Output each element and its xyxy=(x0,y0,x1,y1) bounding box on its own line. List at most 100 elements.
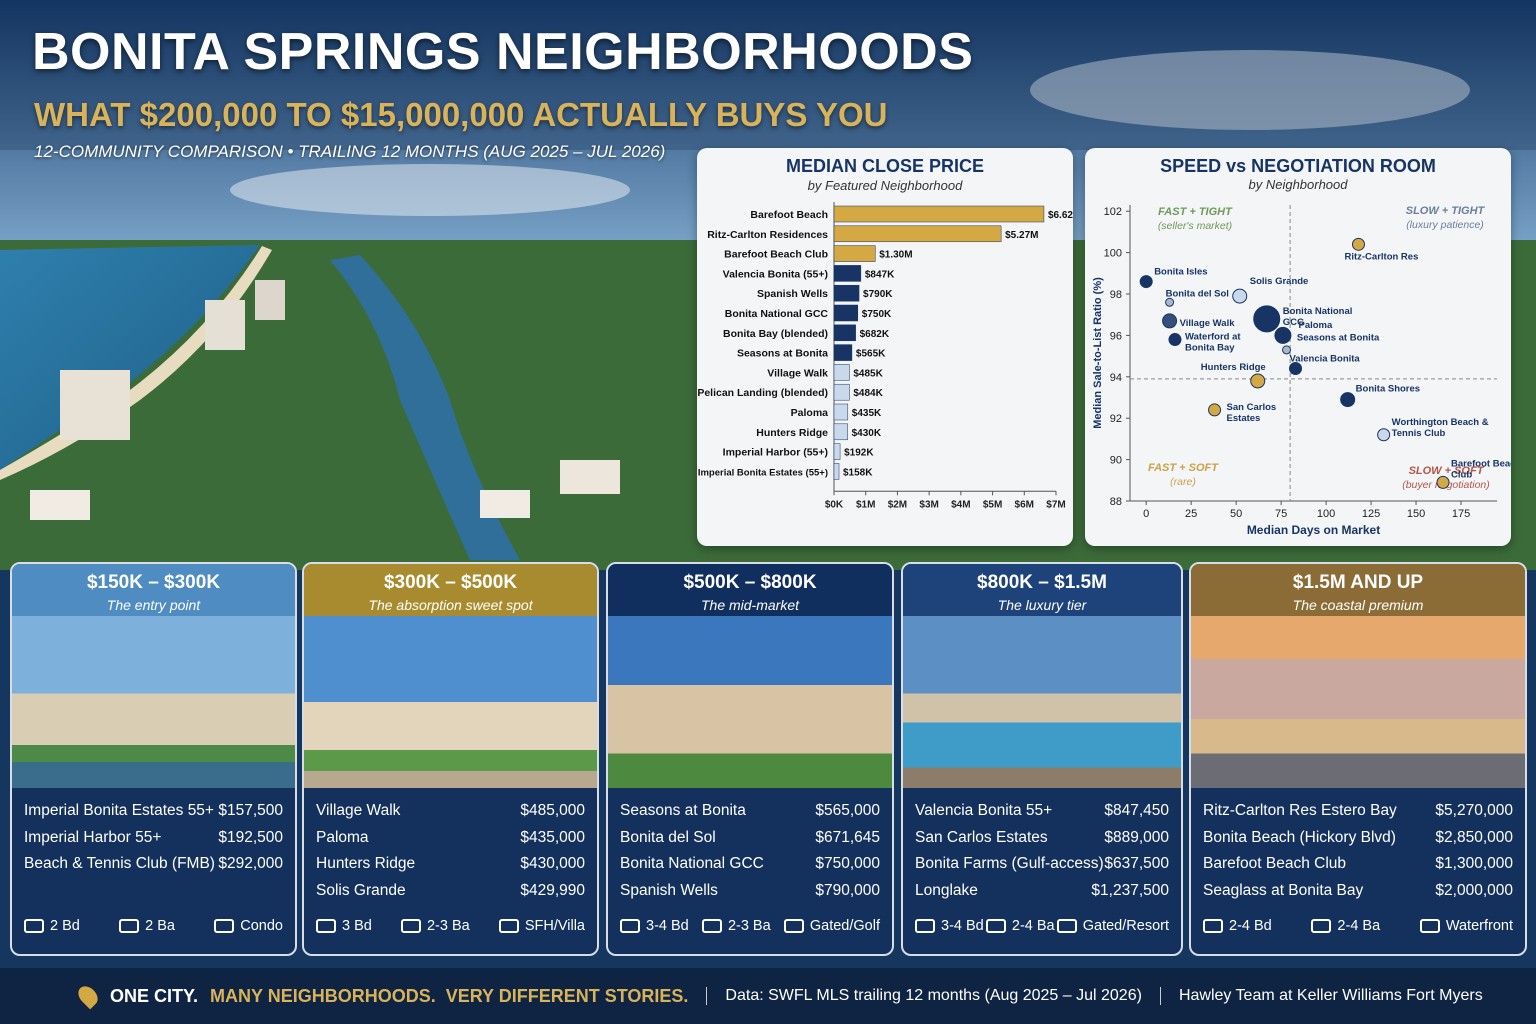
feature-icon xyxy=(1056,919,1077,933)
feature: Condo xyxy=(214,918,283,934)
point-label: Waterford at Bonita Bay xyxy=(1185,332,1241,354)
feature-icon xyxy=(915,919,935,933)
listing-price: $671,645 xyxy=(815,828,880,846)
listing-list: Valencia Bonita 55+ $847,450 San Carlos Es… xyxy=(903,788,1181,904)
card-photo xyxy=(12,616,295,788)
category-label: Paloma xyxy=(791,407,829,419)
bar xyxy=(833,364,850,381)
listing-name: Imperial Bonita Estates 55+ xyxy=(24,802,214,820)
point-label: San Carlos Estates xyxy=(1227,402,1277,424)
listing-row: Ritz-Carlton Res Estero Bay $5,270,000 xyxy=(1203,798,1513,825)
listing-list: Seasons at Bonita $565,000 Bonita del Sol $… xyxy=(608,788,892,904)
y-tick-label: 88 xyxy=(1110,496,1122,508)
listing-row: Seasons at Bonita $565,000 xyxy=(620,798,880,825)
quadrant-note: (luxury patience) xyxy=(1406,219,1484,231)
feature: 2-4 Bd xyxy=(1203,918,1272,934)
listing-price: $430,000 xyxy=(520,855,585,873)
category-label: Valencia Bonita (55+) xyxy=(723,268,828,280)
point-label: Solis Grande xyxy=(1250,276,1309,287)
x-tick-label: $7M xyxy=(1046,499,1065,510)
feature-icon xyxy=(316,919,336,933)
y-tick-label: 98 xyxy=(1110,289,1122,301)
feature-icon xyxy=(701,919,722,933)
listing-price: $889,000 xyxy=(1104,828,1169,846)
point xyxy=(1232,288,1248,304)
chart-subtitle: by Featured Neighborhood xyxy=(808,178,963,193)
card-photo xyxy=(608,616,892,788)
listing-name: Hunters Ridge xyxy=(316,855,416,873)
bar xyxy=(833,423,848,441)
listing-row: Imperial Harbor 55+ $192,500 xyxy=(24,825,283,852)
listing-row: Bonita National GCC $750,000 xyxy=(620,851,880,878)
listing-price: $1,300,000 xyxy=(1435,855,1513,873)
value-label: $484K xyxy=(853,388,883,399)
listing-price: $435,000 xyxy=(520,828,585,846)
card-header: $800K – $1.5M The luxury tier xyxy=(903,564,1181,616)
bar-chart: MEDIAN CLOSE PRICE by Featured Neighborho… xyxy=(697,156,1081,510)
y-tick-label: 94 xyxy=(1110,372,1122,384)
features: 3-4 Bd 2-4 Ba Gated/Resort xyxy=(915,918,1169,934)
footer-source: Data: SWFL MLS trailing 12 months (Aug 2… xyxy=(725,987,1142,1004)
listing-name: Spanish Wells xyxy=(620,881,718,899)
feature: 2 Ba xyxy=(119,918,175,934)
category-label: Hunters Ridge xyxy=(756,427,828,439)
point-label: Valencia Bonita xyxy=(1290,354,1361,365)
listing-price: $637,500 xyxy=(1104,855,1169,873)
listing-row: Bonita del Sol $671,645 xyxy=(620,825,880,852)
point-label: Worthington Beach & Tennis Club xyxy=(1392,417,1489,439)
feature-label: Waterfront xyxy=(1445,918,1513,934)
tier-tagline: The entry point xyxy=(106,597,201,613)
subtitle: WHAT $200,000 TO $15,000,000 ACTUALLY BU… xyxy=(34,96,888,133)
listing-row: Barefoot Beach Club $1,300,000 xyxy=(1203,851,1513,878)
x-tick-label: 100 xyxy=(1317,508,1335,520)
category-label: Spanish Wells xyxy=(757,288,828,300)
feature-label: Condo xyxy=(240,918,283,934)
x-axis-label: Median Days on Market xyxy=(1247,523,1380,537)
point xyxy=(1162,313,1178,329)
x-tick-label: $6M xyxy=(1015,499,1034,510)
category-label: Village Walk xyxy=(767,367,828,379)
feature-label: Gated/Resort xyxy=(1082,918,1169,934)
bar xyxy=(833,284,860,302)
x-tick-label: 75 xyxy=(1275,508,1287,520)
listing-name: Bonita del Sol xyxy=(620,828,716,846)
listing-price: $485,000 xyxy=(520,802,585,820)
bar xyxy=(833,324,856,342)
y-tick-label: 100 xyxy=(1104,248,1122,260)
listing-row: Imperial Bonita Estates 55+ $157,500 xyxy=(24,798,283,825)
category-label: Imperial Bonita Estates (55+) xyxy=(698,467,828,478)
listing-list: Imperial Bonita Estates 55+ $157,500 Imper… xyxy=(12,788,295,878)
listing-list: Village Walk $485,000 Paloma $435,000 Hunter… xyxy=(304,788,597,904)
category-label: Seasons at Bonita xyxy=(737,348,828,360)
feature-icon xyxy=(214,919,235,933)
category-label: Bonita National GCC xyxy=(725,308,829,320)
point xyxy=(1253,305,1281,333)
feature-label: Gated/Golf xyxy=(809,918,880,934)
listing-row: Bonita Beach (Hickory Blvd) $2,850,000 xyxy=(1203,825,1513,852)
value-label: $750K xyxy=(862,309,892,320)
feature-icon xyxy=(620,919,640,933)
listing-price: $847,450 xyxy=(1104,802,1169,820)
value-label: $192K xyxy=(844,448,874,459)
value-label: $435K xyxy=(852,408,882,419)
tier-tagline: The mid-market xyxy=(700,597,800,613)
category-label: Pelican Landing (blended) xyxy=(697,387,828,399)
value-label: $847K xyxy=(865,269,895,280)
value-label: $430K xyxy=(852,428,882,439)
card-photo xyxy=(903,616,1181,788)
point-label: Village Walk xyxy=(1180,318,1236,329)
point xyxy=(1165,297,1175,307)
card-header: $500K – $800K The mid-market xyxy=(608,564,892,616)
listing-price: $157,500 xyxy=(218,802,283,820)
feature: 2 Bd xyxy=(24,918,80,934)
chart-title: MEDIAN CLOSE PRICE xyxy=(786,156,984,176)
point-label: Bonita National GCC xyxy=(1283,306,1353,328)
point xyxy=(1274,326,1292,344)
value-label: $485K xyxy=(853,368,883,379)
value-label: $6.62M xyxy=(1048,210,1073,221)
bar xyxy=(833,245,876,262)
price-range: $500K – $800K xyxy=(683,572,817,593)
card-header: $1.5M AND UP The coastal premium xyxy=(1191,564,1525,616)
chart-title: SPEED vs NEGOTIATION ROOM xyxy=(1160,156,1436,176)
